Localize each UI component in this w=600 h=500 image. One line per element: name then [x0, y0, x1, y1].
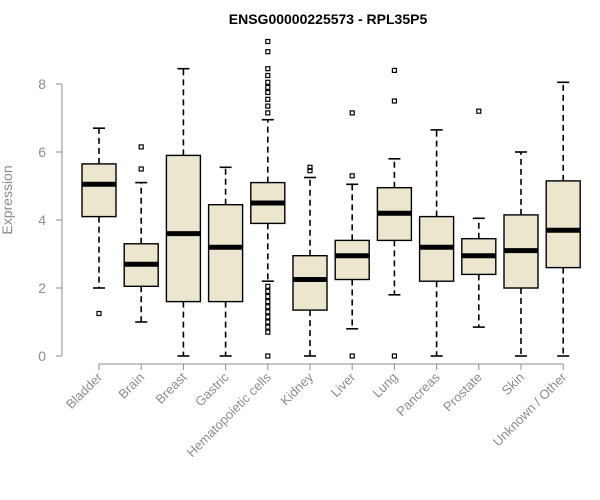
outlier-point — [138, 144, 144, 150]
box-group — [81, 127, 117, 317]
x-tick-label: Breast — [152, 369, 189, 406]
outlier-point — [265, 353, 271, 359]
box-group — [503, 151, 539, 357]
outlier-point — [265, 309, 271, 315]
boxes — [81, 38, 581, 359]
box-iqr — [81, 163, 117, 218]
box-group — [545, 81, 581, 357]
chart-title: ENSG00000225573 - RPL35P5 — [229, 11, 428, 27]
outlier-point — [265, 283, 271, 289]
y-tick-label: 6 — [38, 144, 46, 160]
x-tick-label: Pancreas — [393, 369, 443, 419]
outlier-point — [391, 67, 397, 74]
box-group — [334, 110, 370, 359]
outlier-point — [307, 168, 313, 174]
x-tick-label: Kidney — [277, 369, 316, 408]
box-iqr — [292, 254, 328, 311]
outlier-point — [265, 38, 271, 45]
outlier-point — [349, 173, 355, 179]
box-iqr — [334, 239, 370, 281]
x-tick-label: Skin — [499, 370, 527, 398]
x-tick-label: Prostate — [440, 370, 485, 415]
outlier-point — [391, 353, 397, 359]
outlier-point — [265, 110, 271, 116]
y-tick-label: 4 — [38, 212, 46, 228]
outlier-point — [265, 103, 271, 109]
y-tick-label: 0 — [38, 348, 46, 364]
outlier-point — [265, 304, 271, 310]
outlier-point — [265, 319, 271, 325]
outlier-point — [96, 310, 102, 317]
outlier-point — [349, 353, 355, 359]
box-group — [123, 144, 159, 323]
x-tick-label: Lung — [369, 370, 400, 401]
outlier-point — [265, 89, 271, 96]
x-tick-label: Liver — [328, 369, 359, 400]
outlier-point — [265, 299, 271, 305]
outlier-point — [391, 98, 397, 104]
outlier-point — [265, 66, 271, 72]
outlier-point — [138, 166, 144, 172]
box-iqr — [207, 203, 244, 303]
outlier-point — [265, 79, 271, 85]
outlier-point — [476, 108, 482, 114]
outlier-point — [349, 110, 355, 116]
box-group — [461, 108, 497, 328]
box-iqr — [545, 180, 581, 269]
outlier-point — [265, 84, 271, 91]
outlier-point — [265, 72, 271, 79]
y-tick-label: 8 — [38, 76, 46, 92]
y-tick-label: 2 — [38, 280, 46, 296]
box-group — [250, 38, 286, 359]
box-group — [165, 67, 202, 357]
outlier-point — [265, 324, 271, 330]
outlier-point — [265, 49, 271, 55]
box-group — [292, 164, 328, 357]
box-group — [418, 129, 455, 357]
outlier-point — [265, 293, 271, 300]
x-tick-label: Bladder — [63, 369, 106, 412]
x-tick-label: Brain — [115, 370, 147, 402]
outlier-point — [307, 164, 313, 170]
x-tick-label: Unknown / Other — [490, 369, 570, 449]
box-iqr — [165, 154, 202, 303]
box-group — [376, 67, 413, 359]
outlier-point — [265, 314, 271, 320]
x-tick-label: Gastric — [192, 369, 232, 409]
outlier-point — [265, 288, 271, 294]
outlier-point — [265, 96, 271, 102]
outlier-point — [265, 329, 271, 335]
y-axis-label: Expression — [0, 165, 15, 234]
box-group — [207, 166, 244, 357]
